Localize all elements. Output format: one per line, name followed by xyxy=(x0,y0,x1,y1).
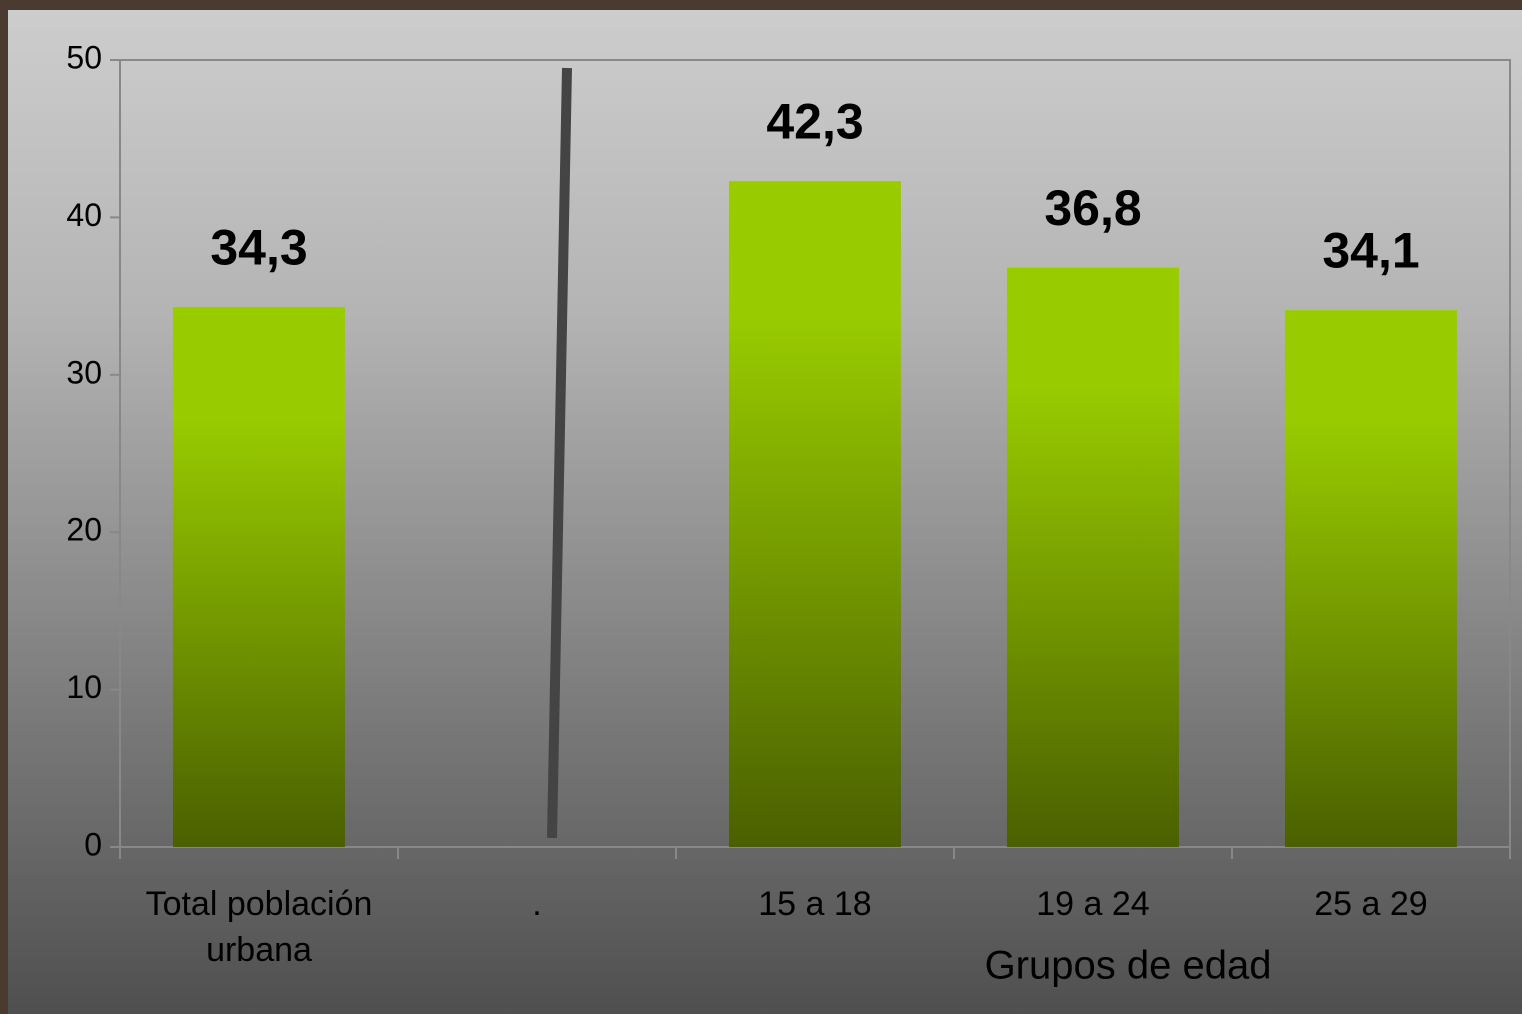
y-tick-label: 20 xyxy=(66,512,102,548)
x-tick-label: 19 a 24 xyxy=(1036,885,1150,923)
y-tick-label: 50 xyxy=(66,39,102,75)
bar xyxy=(173,307,345,847)
separator xyxy=(547,67,572,839)
bar xyxy=(1007,267,1179,847)
x-tick-label: 25 a 29 xyxy=(1314,885,1428,923)
x-tick-label: Total población urbana xyxy=(145,885,373,969)
value-label: 34,3 xyxy=(210,219,307,275)
value-label: 36,8 xyxy=(1044,180,1141,236)
bar xyxy=(729,181,901,847)
y-tick-label: 30 xyxy=(66,354,102,390)
x-tick-label: . xyxy=(532,885,542,923)
y-tick-label: 10 xyxy=(66,669,102,705)
value-label: 42,3 xyxy=(766,93,863,149)
y-tick-label: 40 xyxy=(66,197,102,233)
value-label: 34,1 xyxy=(1322,222,1419,278)
x-tick-label: 15 a 18 xyxy=(758,885,872,923)
y-tick-label: 0 xyxy=(84,826,102,862)
bar xyxy=(1285,310,1457,847)
x-axis-title: Grupos de edad xyxy=(985,944,1272,988)
